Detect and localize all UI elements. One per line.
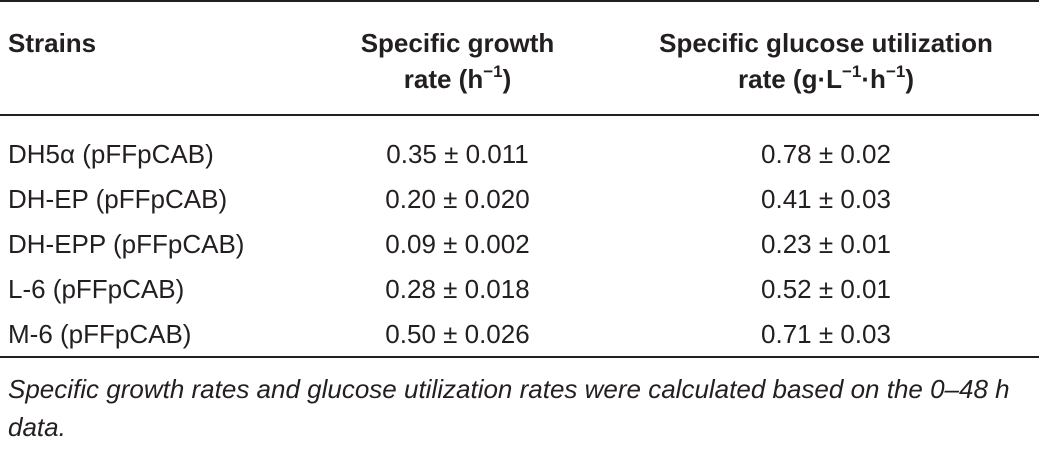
- header-specific-glucose-utilization-rate: Specific glucose utilization rate (g·L−1…: [620, 25, 1032, 97]
- cell-glucose-rate: 0.52 ± 0.01: [761, 274, 891, 304]
- header-specific-growth-rate: Specific growth rate (h−1): [300, 25, 615, 97]
- cell-glucose-rate: 0.23 ± 0.01: [761, 229, 891, 259]
- header-glucose-line1: Specific glucose utilization: [659, 28, 993, 58]
- header-strains: Strains: [8, 25, 96, 61]
- table-row: M-6 (pFFpCAB) 0.50 ± 0.026 0.71 ± 0.03: [0, 311, 1039, 357]
- cell-strain: L-6 (pFFpCAB): [8, 274, 185, 304]
- cell-glucose-rate: 0.41 ± 0.03: [761, 184, 891, 214]
- header-growth-line2: rate (h−1): [300, 61, 615, 97]
- cell-glucose-rate: 0.71 ± 0.03: [761, 319, 891, 349]
- header-glucose-unit-pre: rate (g·L: [738, 64, 842, 94]
- table-bottom-rule: [0, 356, 1039, 358]
- header-growth-unit-sup: −1: [483, 62, 503, 81]
- cell-strain: DH-EP (pFFpCAB): [8, 184, 228, 214]
- table-row: DH5α (pFFpCAB) 0.35 ± 0.011 0.78 ± 0.02: [0, 131, 1039, 177]
- cell-growth-rate: 0.09 ± 0.002: [385, 229, 530, 259]
- table-footnote: Specific growth rates and glucose utiliz…: [8, 374, 1010, 442]
- table-header-rule: [0, 114, 1039, 116]
- table-row: L-6 (pFFpCAB) 0.28 ± 0.018 0.52 ± 0.01: [0, 266, 1039, 312]
- header-growth-line1: Specific growth: [360, 28, 555, 58]
- header-growth-unit-pre: rate (h: [403, 64, 484, 94]
- cell-strain: DH-EPP (pFFpCAB): [8, 229, 245, 259]
- cell-growth-rate: 0.35 ± 0.011: [386, 139, 529, 169]
- cell-strain: DH5α (pFFpCAB): [8, 139, 214, 169]
- cell-growth-rate: 0.20 ± 0.020: [385, 184, 530, 214]
- header-glucose-unit-sup2: −1: [885, 62, 906, 81]
- cell-growth-rate: 0.28 ± 0.018: [385, 274, 530, 304]
- header-glucose-unit-mid: ·h: [861, 64, 886, 94]
- cell-growth-rate: 0.50 ± 0.026: [385, 319, 530, 349]
- header-growth-unit-post: ): [502, 64, 512, 94]
- cell-strain: M-6 (pFFpCAB): [8, 319, 192, 349]
- cell-glucose-rate: 0.78 ± 0.02: [761, 139, 891, 169]
- header-glucose-unit-post: ): [905, 64, 914, 94]
- header-glucose-unit-sup1: −1: [842, 62, 862, 81]
- table-top-rule: [0, 0, 1039, 2]
- header-glucose-line2: rate (g·L−1·h−1): [620, 61, 1032, 97]
- header-strains-label: Strains: [8, 28, 97, 58]
- table-row: DH-EPP (pFFpCAB) 0.09 ± 0.002 0.23 ± 0.0…: [0, 221, 1039, 267]
- table-row: DH-EP (pFFpCAB) 0.20 ± 0.020 0.41 ± 0.03: [0, 176, 1039, 222]
